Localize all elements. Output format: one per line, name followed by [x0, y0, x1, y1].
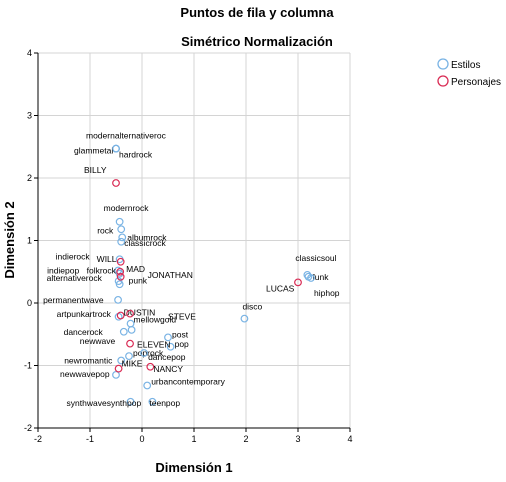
- point-label: newwavepop: [60, 369, 110, 379]
- data-point-estilos: [166, 342, 175, 351]
- y-axis-title: Dimensión 2: [2, 201, 17, 278]
- point-label: DUSTIN: [124, 308, 156, 318]
- data-point-estilos: [112, 370, 120, 379]
- point-label: albumrock: [127, 232, 167, 242]
- point-label: LUCAS: [266, 283, 295, 293]
- y-tick-label: -2: [24, 423, 32, 433]
- point-label: poprock: [133, 348, 164, 358]
- y-tick-label: 3: [27, 111, 32, 121]
- y-tick-label: -1: [24, 361, 32, 371]
- point-label: MIKE: [122, 359, 143, 369]
- point-label: mellowgold: [134, 315, 177, 325]
- point-label: hardrock: [119, 150, 153, 160]
- data-point-personajes: [116, 311, 125, 320]
- point-label: indierock: [56, 251, 91, 261]
- point-label: dancepop: [148, 352, 186, 362]
- data-point-estilos: [127, 325, 136, 334]
- data-point-estilos: [115, 280, 124, 289]
- data-point-estilos: [117, 225, 126, 234]
- data-point-estilos: [117, 356, 126, 365]
- point-label: modernrock: [104, 203, 150, 213]
- x-tick-label: 2: [243, 434, 248, 444]
- data-point-personajes: [116, 267, 125, 276]
- data-point-personajes: [126, 339, 134, 348]
- x-tick-label: -2: [34, 434, 42, 444]
- y-tick-label: 2: [27, 173, 32, 183]
- point-label: post: [172, 329, 189, 339]
- data-point-estilos: [164, 333, 172, 342]
- point-label: classicsoul: [295, 253, 336, 263]
- data-point-estilos: [143, 381, 152, 390]
- point-label: urbancontemporary: [151, 377, 225, 387]
- data-point-estilos: [148, 397, 157, 406]
- data-point-estilos: [112, 144, 120, 153]
- data-point-estilos: [307, 274, 315, 282]
- data-point-estilos: [119, 327, 128, 336]
- x-tick-label: 1: [191, 434, 196, 444]
- point-label: funk: [312, 272, 329, 282]
- data-point-personajes: [294, 278, 302, 287]
- point-label: STEVE: [168, 312, 196, 322]
- legend-label: Estilos: [451, 60, 480, 71]
- data-point-estilos: [140, 349, 148, 357]
- legend: Estilos Personajes: [437, 58, 501, 88]
- point-label: modernalternativeroc: [86, 131, 167, 141]
- data-point-estilos: [125, 352, 133, 361]
- data-point-personajes: [126, 309, 134, 318]
- data-point-personajes: [116, 272, 125, 281]
- data-point-estilos: [115, 217, 124, 226]
- y-tick-label: 4: [27, 48, 32, 58]
- point-label: folkrock: [87, 266, 117, 276]
- x-tick-label: 3: [295, 434, 300, 444]
- point-label: teenpop: [149, 398, 180, 408]
- data-point-personajes: [116, 257, 125, 266]
- point-label: MAD: [126, 264, 145, 274]
- plot-area: -2 -1 0 1 2 3 4 -2 -1 0 1 2 3 4 modernalternativeroc gl…: [24, 48, 353, 444]
- data-point-estilos: [126, 397, 135, 406]
- data-point-personajes: [114, 364, 123, 373]
- point-label: indiepop: [47, 266, 79, 276]
- point-label: newwave: [80, 336, 116, 346]
- data-point-estilos: [240, 314, 249, 323]
- point-label: permanentwave: [43, 295, 104, 305]
- point-label: WILL: [97, 254, 117, 264]
- point-label: classicrock: [124, 238, 166, 248]
- legend-label: Personajes: [451, 77, 501, 88]
- point-label: disco: [242, 302, 262, 312]
- point-label: rock: [97, 225, 114, 235]
- y-tick-label: 0: [27, 298, 32, 308]
- point-label: BILLY: [84, 165, 107, 175]
- data-point-personajes: [146, 362, 155, 371]
- legend-marker: [437, 75, 449, 87]
- x-tick-label: -1: [86, 434, 94, 444]
- data-point-estilos: [118, 233, 127, 242]
- point-label: synthwavesynthpop: [67, 398, 142, 408]
- point-label: punk: [129, 275, 148, 285]
- chart-title: Puntos de fila y columna: [180, 5, 334, 20]
- point-label: dancerock: [64, 327, 104, 337]
- point-label: artpunkartrock: [57, 309, 112, 319]
- x-tick-label: 4: [347, 434, 352, 444]
- data-point-personajes: [112, 179, 120, 187]
- point-label: ELEVEN: [137, 340, 171, 350]
- legend-marker: [437, 58, 449, 70]
- point-label: glammetal: [74, 146, 113, 156]
- point-label: JONATHAN: [148, 270, 193, 280]
- x-axis-title: Dimensión 1: [155, 460, 232, 475]
- point-label: pop: [175, 339, 189, 349]
- point-label: alternativerock: [47, 273, 103, 283]
- data-point-estilos: [114, 295, 122, 304]
- point-label: hiphop: [314, 288, 340, 298]
- chart-subtitle: Simétrico Normalización: [181, 34, 333, 49]
- x-tick-label: 0: [139, 434, 144, 444]
- point-label: NANCY: [153, 364, 183, 374]
- data-point-estilos: [117, 237, 126, 246]
- point-label: newromantic: [64, 356, 113, 366]
- y-tick-label: 1: [27, 236, 32, 246]
